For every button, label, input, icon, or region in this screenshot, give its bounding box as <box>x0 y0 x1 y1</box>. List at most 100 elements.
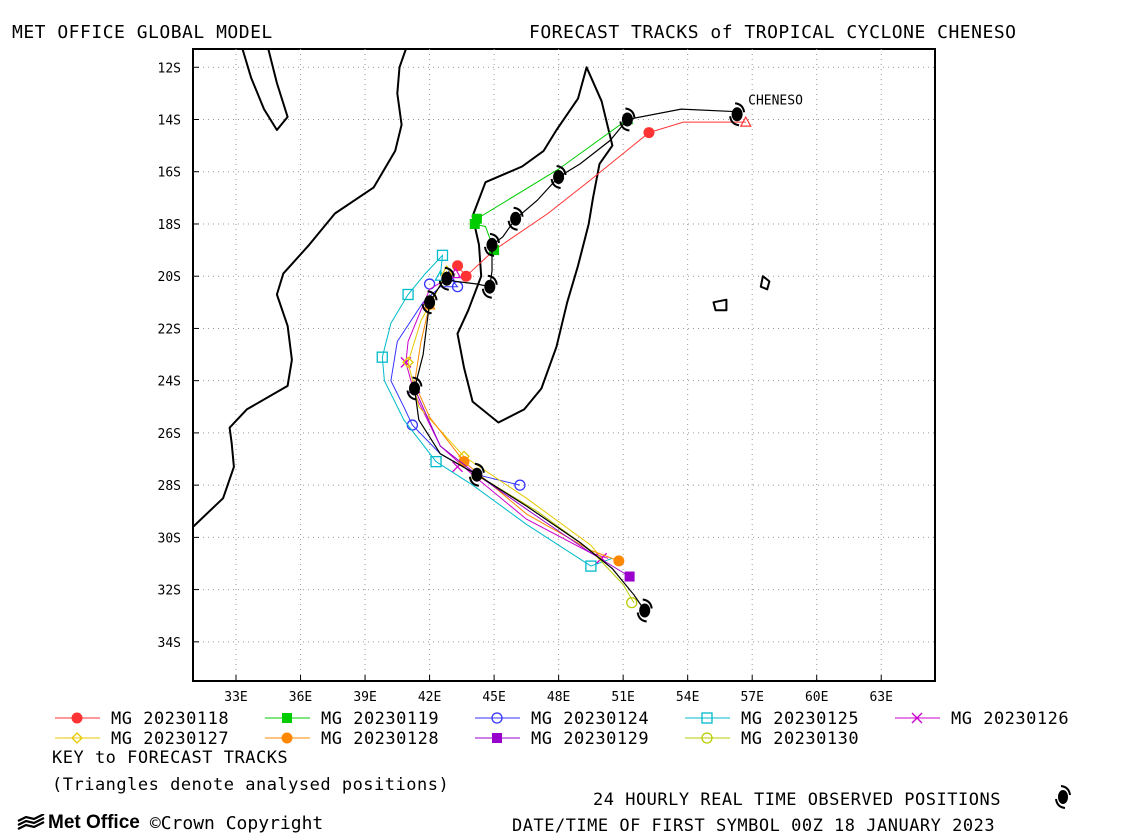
cyclone-symbol <box>550 165 567 189</box>
legend-label: MG 20230129 <box>531 729 649 749</box>
track-marker <box>402 288 414 301</box>
track-line <box>413 304 619 562</box>
reunion-island <box>712 298 728 312</box>
y-tick-label: 26S <box>158 427 181 442</box>
cyclone-eye <box>621 112 633 127</box>
cyclone-eye <box>441 271 453 286</box>
legend-label: MG 20230126 <box>951 709 1069 729</box>
cyclone-symbol <box>729 102 746 127</box>
cyclone-eye <box>409 381 420 396</box>
cyclone-arm <box>438 266 455 291</box>
legend-marker <box>701 712 713 724</box>
track-line <box>457 121 746 277</box>
cyclone-eye <box>484 279 496 294</box>
cyclone-arm <box>619 107 636 132</box>
cyclone-eye <box>553 170 565 184</box>
header-left-title: MET OFFICE GLOBAL MODEL <box>12 22 273 43</box>
y-tick-label: 30S <box>158 531 181 546</box>
cyclone-eye <box>639 603 651 618</box>
track-marker <box>585 560 597 572</box>
legend-label: MG 20230119 <box>321 709 439 729</box>
legend-entry: MG 20230127 <box>55 729 229 749</box>
coastline-map <box>192 48 771 528</box>
cyclone-eye <box>471 467 483 482</box>
track-marker <box>436 249 449 261</box>
legend: MG 20230118 MG 20230119 MG 20230124 MG 2023… <box>55 709 1069 749</box>
madagascar-coastline <box>456 66 614 424</box>
legend-label: MG 20230118 <box>111 709 229 729</box>
analysed-position-triangle <box>739 115 752 127</box>
track-line <box>476 474 635 603</box>
cyclone-eye <box>731 107 743 122</box>
legend-entry: MG 20230125 <box>685 709 859 729</box>
track-marker <box>469 218 480 229</box>
legend-entry: MG 20230126 <box>895 709 1069 729</box>
legend-key-title: KEY to FORECAST TRACKS <box>52 748 289 768</box>
cyclone-symbol <box>507 206 524 231</box>
track-marker <box>471 213 482 224</box>
x-tick-label: 51E <box>611 690 634 705</box>
cyclone-symbol <box>636 598 653 623</box>
legend-marker <box>282 713 292 723</box>
legend-label: MG 20230124 <box>531 709 649 729</box>
chart-title: FORECAST TRACKS of TROPICAL CYCLONE CHEN… <box>529 22 1017 43</box>
africa-coastline <box>192 48 407 528</box>
track-marker <box>514 479 526 491</box>
cyclone-arm <box>406 376 423 401</box>
track-marker <box>458 456 470 468</box>
cyclone-symbol <box>406 376 423 401</box>
cyclone-eye <box>510 211 522 226</box>
cyclone-arm <box>421 290 438 315</box>
track-mg-20230125 <box>376 249 613 572</box>
cyclone-symbol <box>619 107 636 132</box>
x-tick-label: 60E <box>805 690 828 705</box>
legend-entry: MG 20230118 <box>55 709 229 729</box>
track-marker <box>460 270 472 282</box>
legend-note: (Triangles denote analysed positions) <box>52 775 450 795</box>
y-tick-label: 24S <box>158 375 181 390</box>
cyclone-symbol <box>438 266 455 291</box>
cyclone-arm <box>481 274 498 299</box>
y-tick-label: 18S <box>158 218 181 233</box>
y-tick-label: 14S <box>158 114 181 129</box>
legend-entry: MG 20230130 <box>685 729 859 749</box>
cyclone-eye <box>424 295 436 310</box>
copyright-text: ©Crown Copyright <box>149 812 324 834</box>
track-mg-20230118 <box>452 115 752 282</box>
cyclone-symbol <box>421 290 438 315</box>
track-marker <box>624 571 635 582</box>
track-marker <box>613 555 625 567</box>
x-tick-label: 57E <box>740 690 763 705</box>
cyclone-arm <box>636 598 653 623</box>
cyclone-arm <box>729 102 746 127</box>
legend-marker <box>701 732 713 744</box>
legend-marker <box>71 712 83 724</box>
lake-malawi-shore <box>241 48 289 131</box>
mauritius-island <box>759 275 771 291</box>
track-marker <box>402 356 414 369</box>
met-office-brand: Met Office ©Crown Copyright <box>16 812 323 834</box>
legend-marker <box>911 712 923 724</box>
x-tick-label: 33E <box>224 690 247 705</box>
x-tick-label: 48E <box>547 690 570 705</box>
cyclone-arm <box>550 165 567 189</box>
observed-track-line <box>413 108 738 611</box>
x-tick-label: 36E <box>289 690 312 705</box>
plot-frame <box>192 48 936 682</box>
legend-label: MG 20230127 <box>111 729 229 749</box>
cyclone-arm <box>507 206 524 231</box>
legend-label: MG 20230125 <box>741 709 859 729</box>
first-symbol-datetime: DATE/TIME OF FIRST SYMBOL 00Z 18 JANUARY… <box>512 816 996 836</box>
legend-marker <box>71 732 83 744</box>
y-tick-label: 16S <box>158 166 181 181</box>
y-tick-label: 12S <box>158 61 181 76</box>
track-line <box>381 253 613 567</box>
x-tick-label: 45E <box>482 690 505 705</box>
legend-label: MG 20230130 <box>741 729 859 749</box>
legend-marker <box>492 733 502 743</box>
storm-name-label: CHENESO <box>748 93 803 108</box>
x-tick-label: 54E <box>676 690 699 705</box>
met-office-logo-icon <box>17 814 45 830</box>
legend-entry: MG 20230124 <box>475 709 649 729</box>
x-tick-label: 63E <box>869 690 892 705</box>
